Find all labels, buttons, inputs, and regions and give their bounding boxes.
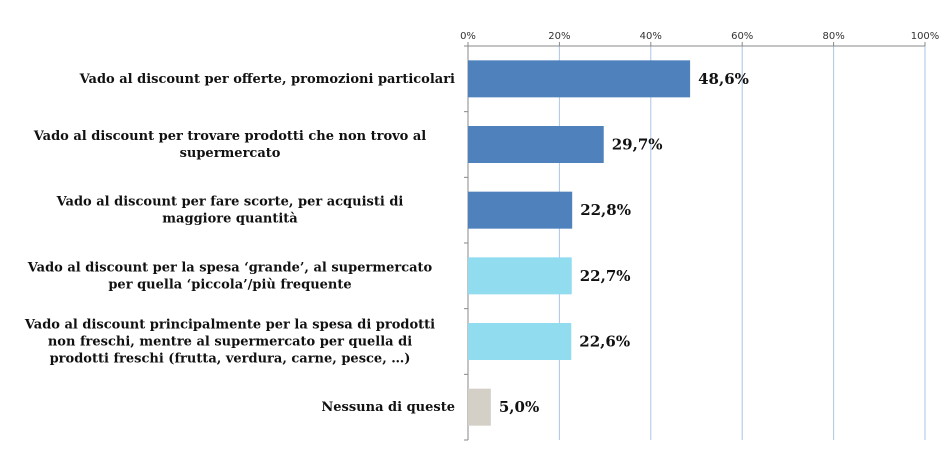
- x-tick-label: 0%: [460, 31, 476, 42]
- category-label: Vado al discount per fare scorte, per ac…: [56, 195, 404, 227]
- category-label-line: Vado al discount per la spesa ‘grande’, …: [27, 260, 433, 275]
- bar: [468, 257, 572, 295]
- category-label-line: Nessuna di queste: [321, 400, 455, 415]
- x-tick-label: 40%: [640, 31, 662, 42]
- data-label: 5,0%: [499, 398, 539, 416]
- x-tick-label: 60%: [731, 31, 753, 42]
- bar: [468, 191, 573, 229]
- data-label: 29,7%: [612, 136, 663, 154]
- bar: [468, 60, 691, 98]
- bar: [468, 126, 604, 163]
- x-tick-label: 80%: [822, 31, 844, 42]
- category-label-line: maggiore quantità: [162, 212, 298, 227]
- x-tick-label: 100%: [911, 31, 940, 42]
- category-label-line: supermercato: [180, 146, 281, 161]
- category-label-line: non freschi, mentre al supermercato per …: [48, 335, 412, 350]
- data-label: 48,6%: [698, 70, 749, 88]
- bar: [468, 323, 572, 360]
- category-label: Vado al discount per offerte, promozioni…: [79, 72, 455, 87]
- category-label-line: Vado al discount per trovare prodotti ch…: [33, 129, 427, 144]
- category-label-line: Vado al discount per offerte, promozioni…: [79, 72, 455, 87]
- category-label-line: Vado al discount per fare scorte, per ac…: [56, 195, 404, 210]
- data-label: 22,8%: [580, 201, 631, 219]
- category-label: Vado al discount per la spesa ‘grande’, …: [27, 260, 433, 292]
- category-label: Vado al discount principalmente per la s…: [24, 318, 435, 367]
- data-label: 22,6%: [579, 333, 630, 351]
- category-label: Nessuna di queste: [321, 400, 455, 415]
- category-label-line: prodotti freschi (frutta, verdura, carne…: [50, 352, 411, 367]
- data-label: 22,7%: [580, 267, 631, 285]
- category-label-line: Vado al discount principalmente per la s…: [24, 318, 435, 333]
- category-label-line: per quella ‘piccola’/più frequente: [108, 277, 351, 292]
- bar: [468, 388, 491, 426]
- category-label: Vado al discount per trovare prodotti ch…: [33, 129, 427, 161]
- x-tick-label: 20%: [548, 31, 570, 42]
